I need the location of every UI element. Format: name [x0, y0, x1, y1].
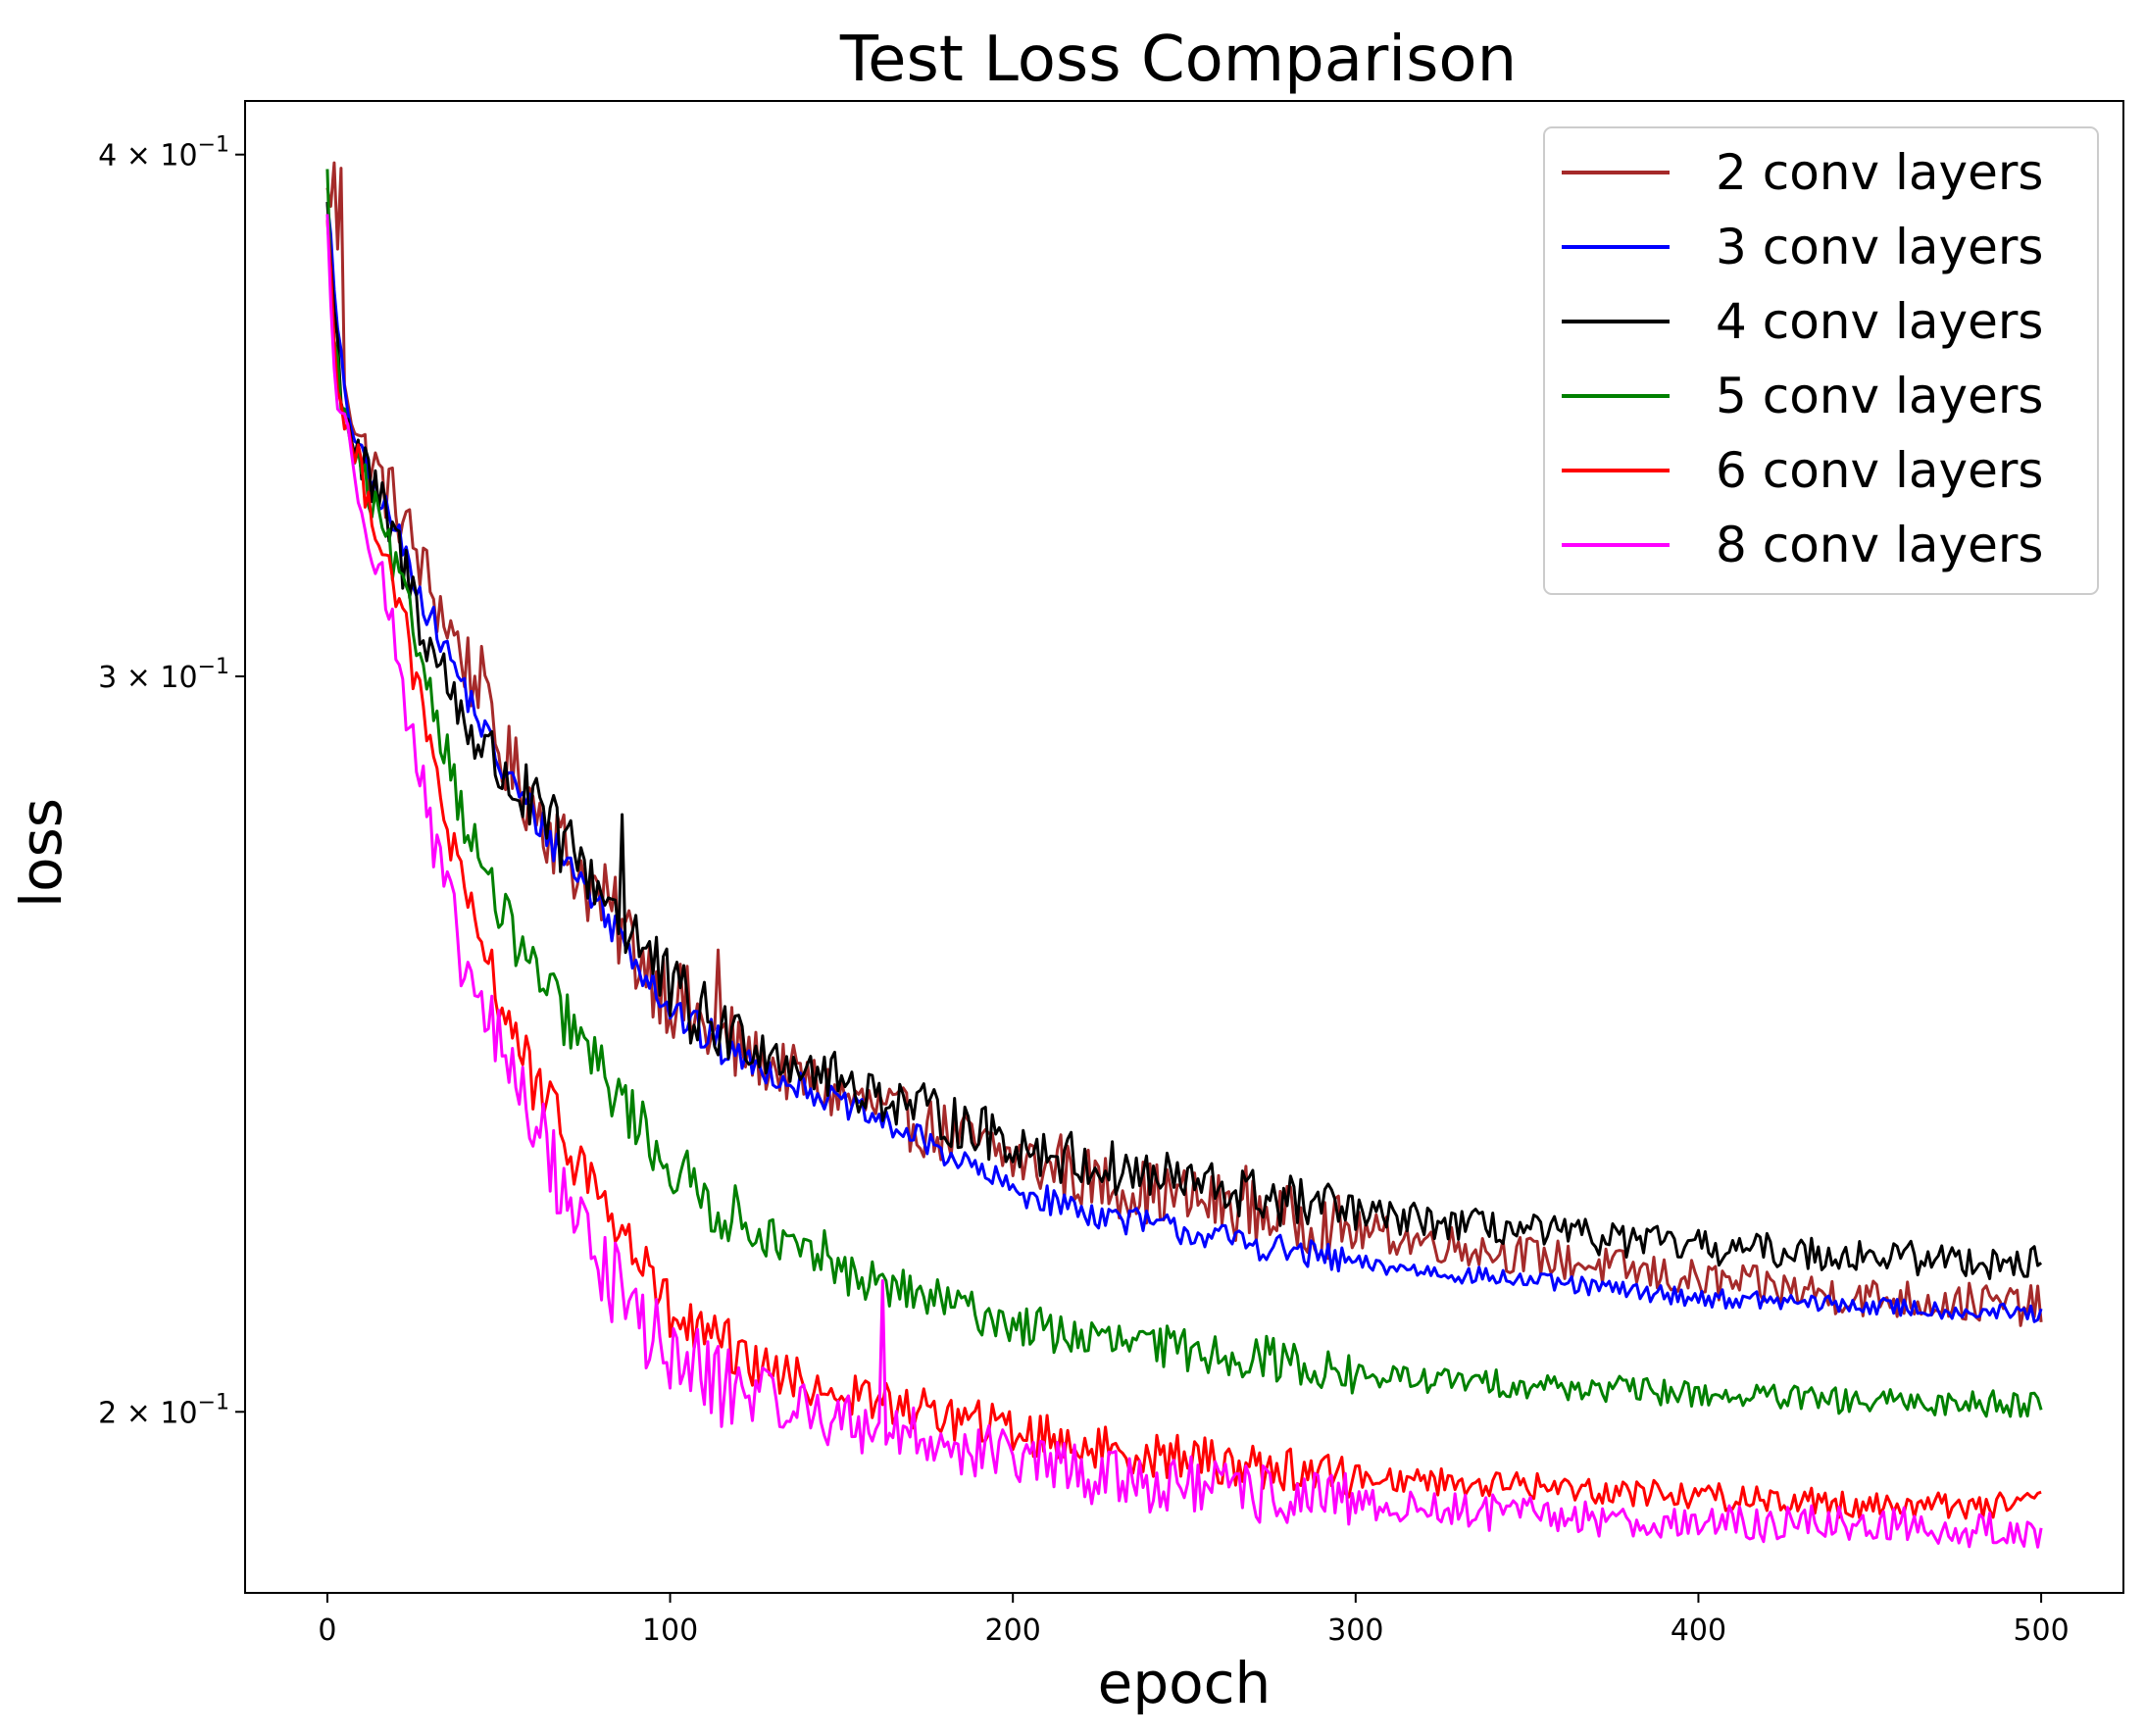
legend-label: 3 conv layers: [1716, 219, 2043, 275]
legend: 2 conv layers 3 conv layers 4 conv layers 5…: [1543, 126, 2099, 595]
legend-label: 2 conv layers: [1716, 144, 2043, 201]
x-tick-label: 100: [642, 1613, 698, 1648]
plot-area: [325, 161, 2043, 1549]
series-line-8-conv-layers: [325, 214, 2043, 1549]
plot-frame: [244, 100, 2124, 1594]
x-tick-label: 400: [1671, 1613, 1726, 1648]
chart-title: Test Loss Comparison: [839, 24, 1517, 96]
x-axis-label: epoch: [1098, 1650, 1272, 1716]
legend-label: 6 conv layers: [1716, 442, 2043, 499]
y-axis-label: loss: [8, 798, 75, 908]
series-line-3-conv-layers: [325, 202, 2043, 1323]
x-tick-label: 0: [318, 1613, 336, 1648]
x-tick-label: 500: [2013, 1613, 2069, 1648]
series-line-5-conv-layers: [325, 169, 2043, 1418]
x-axis: 0 100 200 300 400 500: [318, 1593, 2070, 1648]
series-line-4-conv-layers: [325, 202, 2043, 1280]
y-tick-label: 2 × 10−1: [98, 1390, 229, 1430]
y-tick-label: 4 × 10−1: [98, 133, 229, 174]
legend-label: 8 conv layers: [1716, 517, 2043, 573]
legend-label: 5 conv layers: [1716, 368, 2043, 424]
y-tick-label: 3 × 10−1: [98, 655, 229, 695]
legend-box: [1543, 126, 2099, 595]
y-axis: 4 × 10−1 3 × 10−1 2 × 10−1: [98, 133, 245, 1430]
legend-label: 4 conv layers: [1716, 293, 2043, 350]
x-tick-label: 300: [1327, 1613, 1383, 1648]
series-line-6-conv-layers: [325, 220, 2042, 1520]
x-tick-label: 200: [985, 1613, 1041, 1648]
